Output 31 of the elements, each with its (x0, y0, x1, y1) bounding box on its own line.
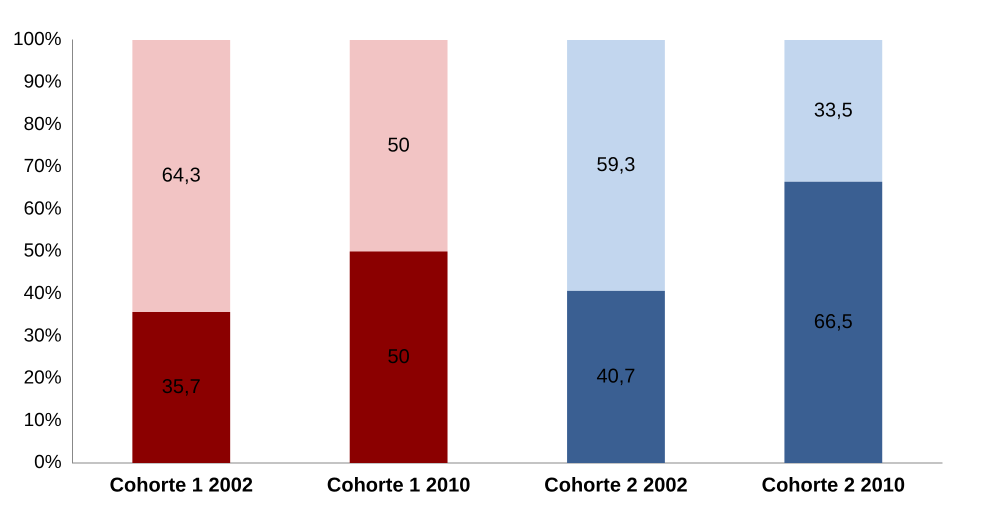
y-tick-label: 50% (24, 240, 62, 262)
y-tick-label: 40% (24, 283, 62, 304)
data-label: 64,3 (162, 164, 201, 187)
y-tick-label: 90% (24, 72, 62, 93)
x-tick-label: Cohorte 2 2002 (544, 474, 688, 497)
data-label: 35,7 (162, 376, 201, 398)
data-label: 59,3 (596, 154, 636, 176)
y-tick-label: 30% (24, 325, 62, 346)
x-tick-label: Cohorte 2 2010 (762, 474, 906, 497)
data-label: 33,5 (814, 99, 853, 122)
bar (784, 40, 882, 182)
x-tick-label: Cohorte 1 2002 (110, 474, 253, 497)
bar (350, 40, 448, 252)
data-label: 66,5 (814, 310, 853, 333)
bar (567, 290, 665, 463)
bar (132, 40, 230, 312)
y-tick-label: 20% (24, 368, 62, 389)
data-label: 50 (387, 346, 410, 368)
bar (350, 252, 448, 463)
data-label: 50 (387, 134, 410, 156)
y-tick-label: 10% (24, 410, 62, 431)
bar (784, 182, 882, 463)
bar (132, 312, 230, 463)
y-tick-label: 0% (34, 452, 62, 474)
y-tick-label: 80% (24, 114, 62, 135)
bar (567, 40, 665, 291)
y-tick-label: 60% (24, 198, 62, 220)
x-tick-label: Cohorte 1 2010 (326, 474, 470, 497)
y-tick-label: 100% (12, 29, 62, 50)
data-label: 40,7 (596, 365, 636, 388)
y-tick-label: 70% (24, 156, 62, 178)
